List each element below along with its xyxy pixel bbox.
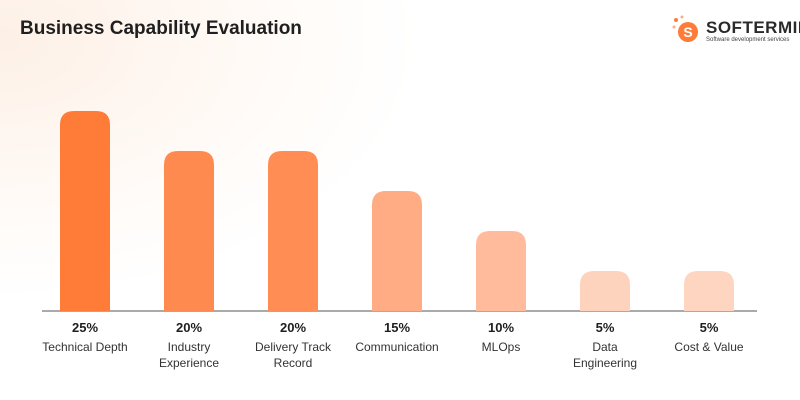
x-tick-label: Cost & Value (674, 340, 744, 354)
logo-name: SOFTERMII (706, 18, 800, 37)
logo-icon: S (672, 15, 698, 42)
x-tick-label: MLOps (481, 340, 521, 354)
x-tick-label: Industry Experience (158, 340, 220, 370)
x-tick-label: Technical Depth (42, 340, 128, 354)
bar (268, 151, 318, 311)
x-tick-label: Communication (355, 340, 439, 354)
value-label: 20% (175, 320, 203, 335)
value-label: 5% (595, 320, 615, 335)
bar (476, 231, 526, 311)
bar (580, 271, 630, 311)
svg-text:S: S (683, 24, 692, 40)
value-label: 25% (71, 320, 99, 335)
bar (684, 271, 734, 311)
bar (60, 111, 110, 311)
x-tick-label: Delivery Track Record (254, 340, 331, 370)
bar (164, 151, 214, 311)
value-label: 10% (487, 320, 515, 335)
x-tick-label: Data Engineering (572, 340, 638, 370)
value-label: 20% (279, 320, 307, 335)
chart-title: Business Capability Evaluation (20, 18, 302, 39)
value-label: 5% (699, 320, 719, 335)
logo-tagline: Software development services (706, 37, 790, 43)
value-label: 15% (383, 320, 411, 335)
bar (372, 191, 422, 311)
